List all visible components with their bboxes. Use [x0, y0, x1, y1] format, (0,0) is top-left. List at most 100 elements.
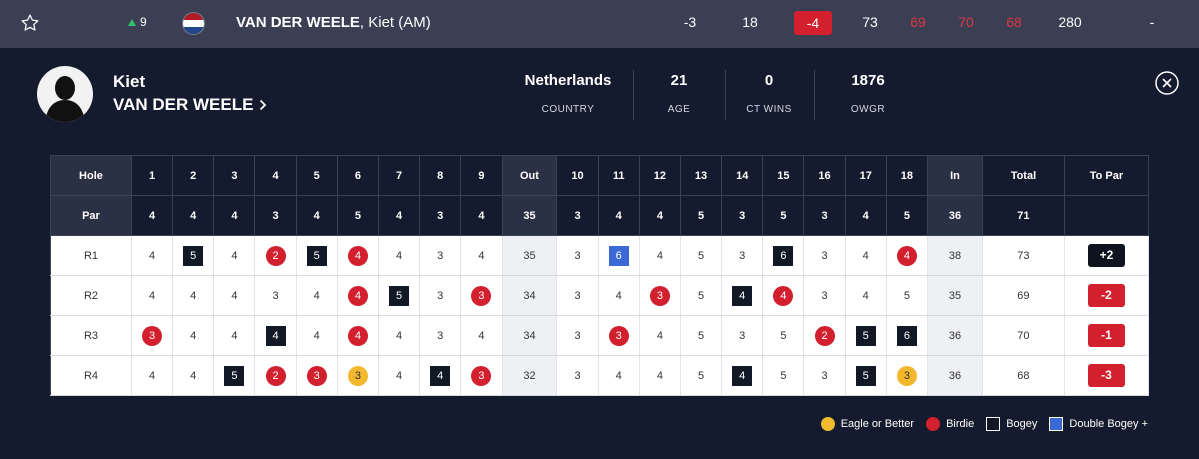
round-row: R2 4 4 4 3 4 4 5 3 3 34 3 4 3 5 4 4 3 4 5 35 69 -2 [50, 275, 1150, 316]
par-value: 5 [680, 195, 723, 236]
score-value: 3 [574, 249, 581, 262]
score-value: 2 [814, 325, 835, 346]
hole-score: 4 [254, 315, 297, 356]
today-cell: -4 [794, 11, 832, 35]
par-value: 5 [337, 195, 379, 236]
par-value: 5 [762, 195, 805, 236]
player-name[interactable]: VAN DER WEELE, Kiet (AM) [236, 14, 431, 31]
r1-cell: 73 [862, 14, 878, 30]
hole-number: 16 [803, 155, 846, 196]
hole-score: 5 [762, 315, 805, 356]
score-value: 4 [148, 249, 156, 262]
score-value: 3 [471, 285, 492, 306]
r3-cell: 70 [958, 14, 974, 30]
to-par-cell: -3 [683, 14, 697, 30]
score-value: 5 [780, 369, 787, 382]
score-value: 4 [732, 285, 753, 306]
movement-value: 9 [140, 15, 147, 29]
par-value: 4 [460, 195, 503, 236]
hole-score: 5 [845, 315, 887, 356]
score-value: 2 [265, 365, 286, 386]
hole-score: 4 [639, 355, 681, 396]
par-value: 4 [598, 195, 640, 236]
score-value: 5 [183, 245, 204, 266]
hole-score: 3 [556, 275, 599, 316]
round-to-par: -3 [1064, 355, 1150, 396]
stat-label: OWGR [850, 104, 886, 115]
hole-score: 4 [172, 315, 215, 356]
player-profile-link[interactable]: VAN DER WEELE [113, 95, 267, 115]
total-header: Total [982, 155, 1065, 196]
round-to-par: -2 [1064, 275, 1150, 316]
hole-score: 5 [680, 315, 723, 356]
hole-score: 4 [639, 315, 681, 356]
hole-number: 8 [419, 155, 462, 196]
par-value: 3 [803, 195, 846, 236]
par-to-par-empty [1064, 195, 1150, 236]
hole-score: 6 [598, 235, 640, 276]
hole-score: 3 [721, 235, 764, 276]
score-value: 4 [313, 289, 320, 302]
score-value: 4 [396, 369, 403, 382]
earnings-cell: - [1149, 14, 1155, 30]
hole-number: 1 [131, 155, 174, 196]
double-bogey-marker-icon [1049, 417, 1064, 431]
round-row: R4 4 4 5 2 3 3 4 4 3 32 3 4 4 5 4 5 3 5 3 36 68 -3 [50, 355, 1150, 396]
par-value: 4 [172, 195, 215, 236]
hole-score: 5 [296, 235, 338, 276]
hole-score: 3 [803, 355, 846, 396]
hole-number: 10 [556, 155, 599, 196]
round-out: 34 [502, 275, 558, 316]
legend-bogey: Bogey [986, 417, 1037, 431]
hole-score: 3 [556, 315, 599, 356]
round-in: 35 [927, 275, 983, 316]
legend-birdie: Birdie [926, 417, 974, 431]
score-value: 3 [437, 329, 444, 342]
score-value: 4 [896, 245, 917, 266]
score-value: 5 [389, 285, 410, 306]
score-value: 5 [697, 329, 705, 342]
hole-score: 4 [337, 235, 379, 276]
position-movement: 9 [128, 15, 147, 29]
stat-ct-wins: 0 CT WINS [730, 72, 808, 115]
hole-number: 9 [460, 155, 503, 196]
score-value: 3 [821, 369, 828, 382]
close-icon[interactable] [1155, 71, 1179, 95]
player-first-name: , Kiet (AM) [359, 14, 431, 31]
hole-score: 3 [556, 235, 599, 276]
score-value: 3 [272, 289, 279, 302]
score-value: 4 [656, 249, 663, 262]
score-value: 4 [231, 329, 238, 342]
score-value: 4 [231, 249, 238, 262]
out-header: Out [502, 155, 558, 196]
hole-number: 15 [762, 155, 805, 196]
star-icon[interactable] [20, 13, 40, 33]
bogey-marker-icon [986, 417, 1001, 431]
hole-score: 4 [337, 275, 379, 316]
hole-score: 4 [213, 315, 256, 356]
hole-score: 3 [254, 275, 297, 316]
par-value: 4 [296, 195, 338, 236]
hole-score: 5 [680, 355, 723, 396]
hole-score: 5 [172, 235, 215, 276]
hole-score: 3 [803, 235, 846, 276]
hole-score: 5 [845, 355, 887, 396]
par-value: 4 [845, 195, 887, 236]
hole-score: 4 [845, 275, 887, 316]
hole-score: 3 [419, 275, 462, 316]
score-value: 3 [739, 329, 746, 342]
par-value: 5 [886, 195, 928, 236]
arrow-up-icon [128, 18, 136, 26]
hole-number: 17 [845, 155, 887, 196]
score-value: 4 [615, 289, 622, 302]
hole-number: 12 [639, 155, 681, 196]
par-out: 35 [502, 195, 558, 236]
player-row[interactable]: 9 VAN DER WEELE, Kiet (AM) -3 18 -4 73 6… [0, 0, 1199, 48]
round-to-par: +2 [1064, 235, 1150, 276]
player-last-name: VAN DER WEELE [236, 14, 360, 31]
score-value: 4 [773, 285, 794, 306]
player-first-name-heading: Kiet [113, 72, 146, 91]
hole-score: 3 [556, 355, 599, 396]
round-row: R3 3 4 4 4 4 4 4 3 4 34 3 3 4 5 3 5 2 5 6 36 70 -1 [50, 315, 1150, 356]
hole-score: 4 [296, 315, 338, 356]
